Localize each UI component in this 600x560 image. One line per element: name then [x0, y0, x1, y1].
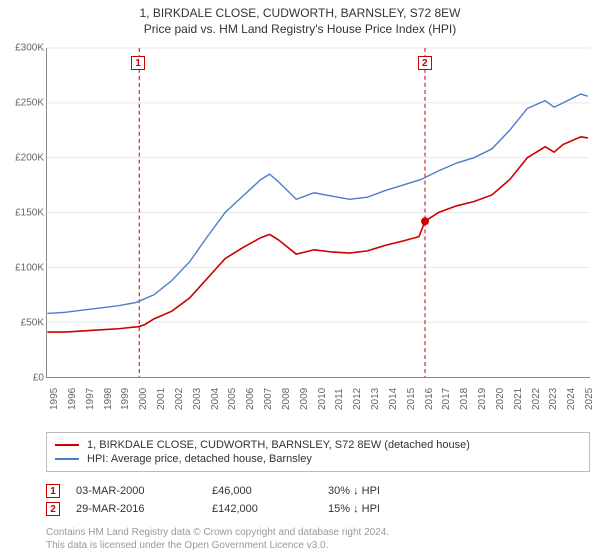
x-axis-tick-label: 2020 [495, 388, 506, 410]
x-axis-tick-label: 2005 [227, 388, 238, 410]
x-axis-tick-label: 2010 [317, 388, 328, 410]
x-axis-tick-label: 2007 [263, 388, 274, 410]
x-axis-tick-label: 2009 [299, 388, 310, 410]
legend-swatch [55, 458, 79, 460]
transaction-list: 1 03-MAR-2000 £46,000 30% ↓ HPI 2 29-MAR-2016… [46, 480, 590, 520]
x-axis-tick-label: 1998 [103, 388, 114, 410]
x-axis-tick-label: 2022 [531, 388, 542, 410]
y-axis-tick-label: £0 [4, 373, 44, 384]
event-marker: 2 [418, 56, 432, 70]
legend-label: 1, BIRKDALE CLOSE, CUDWORTH, BARNSLEY, S… [87, 439, 470, 451]
x-axis-tick-label: 2002 [174, 388, 185, 410]
x-axis-tick-label: 2024 [566, 388, 577, 410]
event-point [421, 217, 429, 225]
y-axis-tick-label: £300K [4, 43, 44, 54]
x-axis-tick-label: 1999 [120, 388, 131, 410]
x-axis-tick-label: 2018 [459, 388, 470, 410]
y-axis-tick-label: £50K [4, 318, 44, 329]
x-axis-tick-label: 2001 [156, 388, 167, 410]
series-line-price_paid [47, 137, 588, 332]
y-axis-tick-label: £250K [4, 98, 44, 109]
x-axis-tick-label: 2000 [138, 388, 149, 410]
legend-row: HPI: Average price, detached house, Barn… [55, 453, 581, 465]
attribution-line: This data is licensed under the Open Gov… [46, 539, 590, 552]
x-axis-tick-label: 2003 [192, 388, 203, 410]
transaction-price: £46,000 [212, 485, 312, 497]
attribution: Contains HM Land Registry data © Crown c… [46, 526, 590, 552]
x-axis-tick-label: 2011 [334, 388, 345, 410]
transaction-price: £142,000 [212, 503, 312, 515]
attribution-line: Contains HM Land Registry data © Crown c… [46, 526, 590, 539]
series-line-hpi [47, 94, 588, 313]
chart-subtitle: Price paid vs. HM Land Registry's House … [0, 22, 600, 36]
x-axis-tick-label: 2013 [370, 388, 381, 410]
x-axis-tick-label: 2015 [406, 388, 417, 410]
transaction-date: 03-MAR-2000 [76, 485, 196, 497]
x-axis-tick-label: 2004 [210, 388, 221, 410]
chart-plot-area [46, 48, 590, 378]
x-axis-tick-label: 2008 [281, 388, 292, 410]
transaction-row: 1 03-MAR-2000 £46,000 30% ↓ HPI [46, 484, 590, 498]
x-axis-tick-label: 2023 [548, 388, 559, 410]
x-axis-tick-label: 2021 [513, 388, 524, 410]
x-axis-tick-label: 2019 [477, 388, 488, 410]
x-axis-tick-label: 1996 [67, 388, 78, 410]
x-axis-tick-label: 2012 [352, 388, 363, 410]
transaction-row: 2 29-MAR-2016 £142,000 15% ↓ HPI [46, 502, 590, 516]
transaction-marker: 1 [46, 484, 60, 498]
x-axis-tick-label: 2006 [245, 388, 256, 410]
transaction-delta: 30% ↓ HPI [328, 485, 380, 497]
y-axis-tick-label: £100K [4, 263, 44, 274]
chart-title: 1, BIRKDALE CLOSE, CUDWORTH, BARNSLEY, S… [0, 6, 600, 20]
transaction-marker: 2 [46, 502, 60, 516]
x-axis-tick-label: 2025 [584, 388, 595, 410]
chart-svg [47, 48, 590, 377]
legend-swatch [55, 444, 79, 446]
x-axis-tick-label: 2016 [424, 388, 435, 410]
y-axis-tick-label: £150K [4, 208, 44, 219]
legend-label: HPI: Average price, detached house, Barn… [87, 453, 312, 465]
x-axis-tick-label: 2017 [441, 388, 452, 410]
y-axis-tick-label: £200K [4, 153, 44, 164]
x-axis-tick-label: 2014 [388, 388, 399, 410]
x-axis-tick-label: 1997 [85, 388, 96, 410]
transaction-delta: 15% ↓ HPI [328, 503, 380, 515]
legend-row: 1, BIRKDALE CLOSE, CUDWORTH, BARNSLEY, S… [55, 439, 581, 451]
legend: 1, BIRKDALE CLOSE, CUDWORTH, BARNSLEY, S… [46, 432, 590, 472]
event-marker: 1 [131, 56, 145, 70]
transaction-date: 29-MAR-2016 [76, 503, 196, 515]
chart-header: 1, BIRKDALE CLOSE, CUDWORTH, BARNSLEY, S… [0, 0, 600, 38]
x-axis-tick-label: 1995 [49, 388, 60, 410]
